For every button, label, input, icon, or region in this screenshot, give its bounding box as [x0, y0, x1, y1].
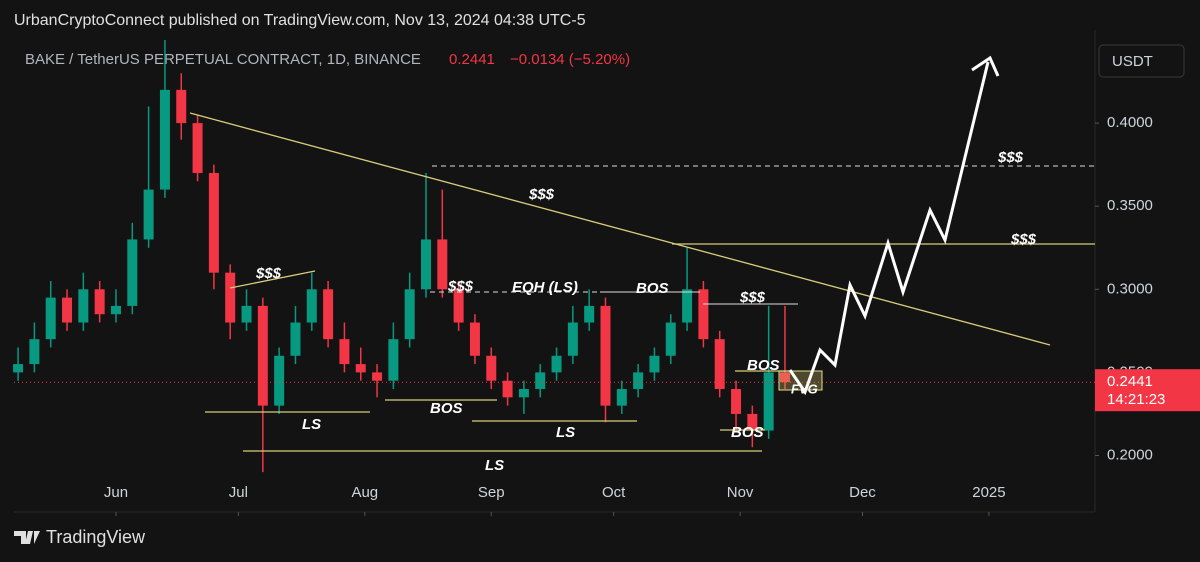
arrow-head: [971, 55, 1000, 77]
candle-body: [437, 239, 448, 290]
x-tick-label: Oct: [602, 484, 626, 501]
trendline: [189, 112, 1051, 346]
candle-body: [535, 372, 546, 390]
y-tick-label: 0.3000: [1107, 280, 1153, 297]
x-tick-label: Jul: [229, 484, 248, 501]
countdown: 14:21:23: [1107, 391, 1165, 408]
x-tick-label: Sep: [478, 484, 505, 501]
annotation: BOS: [430, 400, 463, 417]
candle-body: [372, 372, 383, 381]
logo: TradingView: [14, 527, 146, 547]
candle-body: [779, 372, 790, 383]
candle-body: [225, 272, 236, 323]
candle-body: [339, 339, 350, 365]
price-tag: [1095, 369, 1200, 412]
candle-body: [323, 289, 334, 340]
annotation: BOS: [747, 357, 780, 374]
candle-body: [453, 289, 464, 323]
candle-body: [714, 339, 725, 390]
last-price: 0.2441: [449, 51, 495, 68]
candle-body: [633, 372, 644, 390]
candle-body: [600, 305, 611, 406]
annotation: $$$: [528, 186, 555, 203]
candle-body: [469, 322, 480, 356]
candle-body: [584, 305, 595, 323]
publisher: UrbanCryptoConnect published on TradingV…: [14, 12, 586, 29]
candle-body: [78, 289, 89, 323]
candle-body: [649, 355, 660, 373]
y-tick-label: 0.4000: [1107, 114, 1153, 131]
candle-body: [274, 355, 285, 406]
candle-body: [208, 172, 219, 273]
y-tick-label: 0.2000: [1107, 446, 1153, 463]
price-tag-value: 0.2441: [1107, 373, 1153, 390]
annotation: $$$: [447, 278, 474, 295]
candle-body: [747, 413, 758, 431]
change: −0.0134 (−5.20%): [510, 51, 630, 68]
candle-body: [290, 322, 301, 356]
projection: [788, 61, 990, 396]
symbol-title: BAKE / TetherUS PERPETUAL CONTRACT, 1D, …: [25, 51, 421, 68]
x-tick-label: 2025: [972, 484, 1005, 501]
candle-body: [143, 189, 154, 240]
candle-body: [355, 364, 366, 373]
candle-body: [176, 89, 187, 124]
currency-box[interactable]: [1098, 44, 1185, 78]
candle-body: [62, 297, 73, 323]
candle-body: [731, 389, 742, 414]
candle-body: [306, 289, 317, 323]
annotation: FVG: [791, 381, 818, 396]
annotation: $$$: [997, 149, 1024, 166]
x-tick-label: Jun: [104, 484, 128, 501]
annotation: BOS: [731, 424, 764, 441]
candle-body: [518, 389, 529, 398]
annotation: $$$: [1010, 231, 1037, 248]
annotation: LS: [556, 424, 575, 441]
candle-body: [159, 89, 170, 190]
candle-body: [665, 322, 676, 356]
trendline: [229, 270, 316, 289]
annotations: $$$ $$$ $$$ EQH (LS) BOS $$$ $$$ $$$ BOS…: [189, 55, 1095, 474]
annotation: LS: [485, 457, 504, 474]
candle-body: [388, 339, 399, 381]
candle-body: [616, 389, 627, 406]
candle-body: [421, 239, 432, 290]
y-tick-label: 0.3500: [1107, 197, 1153, 214]
candle-body: [45, 297, 56, 340]
candle-body: [698, 289, 709, 340]
candle-body: [567, 322, 578, 356]
annotation: $$$: [739, 289, 766, 306]
candle-body: [763, 372, 774, 431]
x-tick-label: Dec: [849, 484, 876, 501]
candle-body: [404, 289, 415, 340]
logo-icon: [14, 531, 40, 544]
candle-body: [127, 239, 138, 306]
candle-body: [502, 380, 513, 398]
candle-body: [241, 305, 252, 323]
candle-body: [682, 289, 693, 323]
candle-body: [94, 289, 105, 315]
candle-body: [192, 123, 203, 173]
annotation: LS: [302, 416, 321, 433]
x-tick-label: Nov: [727, 484, 754, 501]
logo-text: TradingView: [46, 527, 146, 547]
annotation: EQH (LS): [512, 279, 578, 296]
candle-body: [110, 305, 121, 315]
candle-body: [13, 364, 24, 373]
x-tick-label: Aug: [351, 484, 378, 501]
candle-body: [551, 355, 562, 373]
annotation: BOS: [636, 280, 669, 297]
candle-body: [486, 355, 497, 381]
candle-body: [257, 305, 268, 406]
currency[interactable]: USDT: [1112, 53, 1153, 70]
annotation: $$$: [255, 265, 282, 282]
candle-body: [29, 339, 40, 365]
